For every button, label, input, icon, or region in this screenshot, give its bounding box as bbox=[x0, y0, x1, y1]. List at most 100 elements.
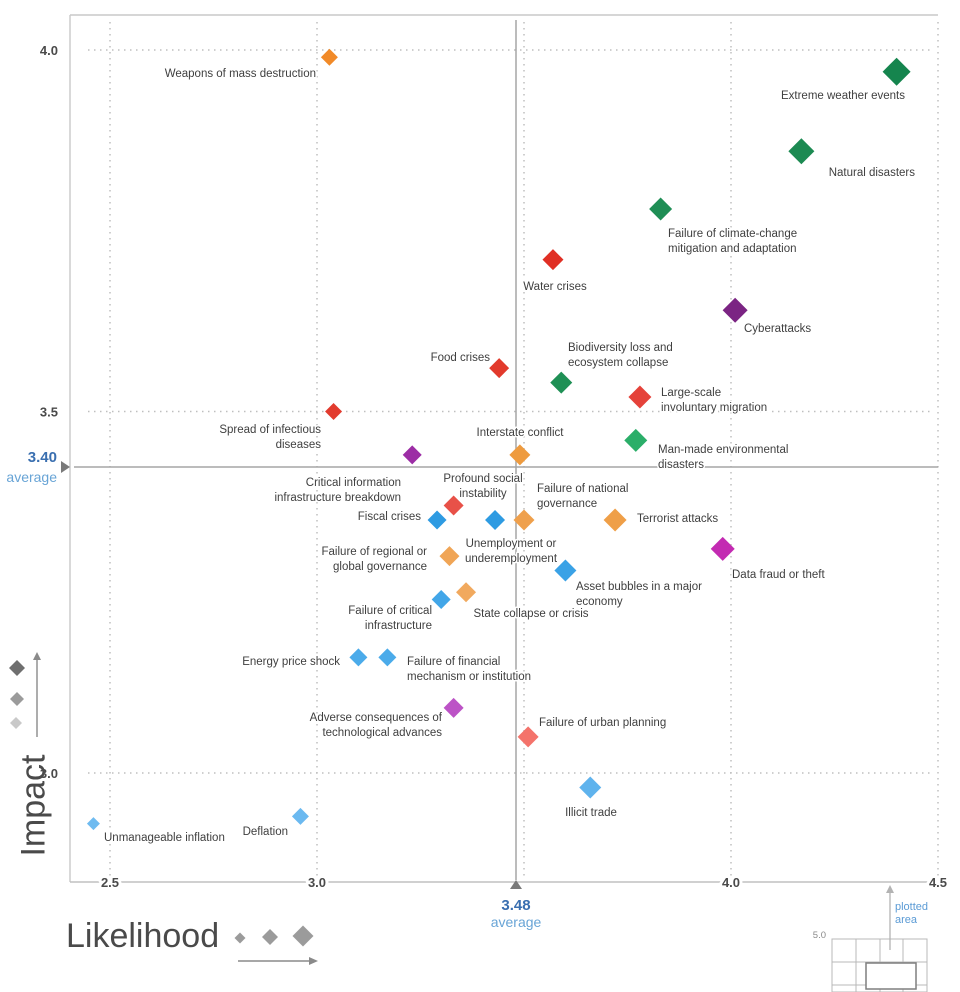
risk-diamond bbox=[628, 385, 652, 409]
y-tick-label: 4.0 bbox=[40, 43, 58, 58]
impact-average-label: average bbox=[6, 469, 57, 485]
risk-label: global governance bbox=[333, 561, 427, 573]
likelihood-legend-diamond-mid-icon bbox=[262, 929, 278, 945]
risk-label: Terrorist attacks bbox=[637, 513, 718, 525]
risk-diamond bbox=[320, 48, 338, 66]
risk-label: Natural disasters bbox=[829, 167, 916, 179]
minimap-plotted-area-rect bbox=[865, 962, 917, 990]
plot-border bbox=[69, 14, 948, 883]
risk-label: infrastructure breakdown bbox=[274, 492, 401, 504]
risk-label: disasters bbox=[658, 459, 704, 471]
up-arrow-icon bbox=[886, 885, 894, 893]
risk-label: technological advances bbox=[322, 727, 442, 739]
risk-label: Water crises bbox=[523, 281, 587, 293]
risk-diamond bbox=[603, 508, 627, 532]
risk-label: Illicit trade bbox=[565, 807, 617, 819]
risk-label: economy bbox=[576, 596, 623, 608]
likelihood-average-value: 3.48 bbox=[501, 897, 531, 914]
risk-label: State collapse or crisis bbox=[473, 608, 588, 620]
risk-label: instability bbox=[459, 488, 507, 500]
risk-diamond bbox=[456, 582, 477, 603]
risk-diamond bbox=[513, 509, 535, 531]
risk-diamond bbox=[325, 403, 343, 420]
y-tick-label: 3.0 bbox=[40, 766, 58, 781]
impact-legend-diamond-low-icon bbox=[10, 717, 22, 729]
risk-diamond bbox=[378, 648, 397, 667]
risk-diamond bbox=[509, 444, 531, 466]
risk-diamond bbox=[542, 249, 564, 271]
risk-label: Spread of infectious bbox=[219, 424, 321, 436]
likelihood-legend-diamond-large-icon bbox=[292, 925, 314, 947]
risk-labels: Weapons of mass destruction Extreme weath… bbox=[103, 67, 917, 846]
risk-diamond bbox=[291, 807, 309, 825]
risk-diamond bbox=[554, 559, 577, 582]
risk-label: underemployment bbox=[465, 553, 558, 565]
risk-label: Failure of financial bbox=[407, 656, 500, 668]
risk-label: Failure of regional or bbox=[322, 546, 428, 558]
risk-diamond bbox=[443, 495, 464, 516]
risk-label: Failure of urban planning bbox=[539, 717, 666, 729]
x-tick-label: 4.5 bbox=[929, 875, 947, 890]
likelihood-size-legend bbox=[234, 925, 318, 965]
risk-label: Food crises bbox=[431, 352, 491, 364]
risk-diamond bbox=[402, 445, 422, 465]
risk-label: Critical information bbox=[306, 477, 401, 489]
axis-tick-labels: 2.5 3.0 4.0 4.5 4.0 3.5 3.0 bbox=[37, 40, 950, 893]
y-tick-label: 3.5 bbox=[40, 405, 58, 420]
risk-label: diseases bbox=[276, 439, 322, 451]
risk-diamond bbox=[443, 697, 464, 718]
risk-diamond bbox=[624, 428, 648, 452]
risk-label: Interstate conflict bbox=[477, 427, 565, 439]
right-arrow-icon bbox=[309, 957, 318, 965]
x-tick-label: 4.0 bbox=[722, 875, 740, 890]
risk-label: Failure of climate-change bbox=[668, 228, 797, 240]
risk-diamond bbox=[882, 57, 911, 86]
risk-label: Man-made environmental bbox=[658, 444, 788, 456]
risk-diamond bbox=[349, 648, 368, 667]
risk-points bbox=[86, 48, 911, 831]
risk-diamond bbox=[550, 371, 573, 394]
average-marker-right-icon bbox=[61, 461, 70, 473]
risk-label: Data fraud or theft bbox=[732, 569, 825, 581]
likelihood-legend-diamond-small-icon bbox=[234, 932, 246, 944]
risk-label: infrastructure bbox=[365, 620, 432, 632]
risk-label: Energy price shock bbox=[242, 656, 340, 668]
risk-label: Fiscal crises bbox=[358, 511, 422, 523]
risk-label: Unmanageable inflation bbox=[104, 832, 225, 844]
y-axis-title: Impact bbox=[14, 754, 53, 857]
risk-diamond bbox=[788, 138, 815, 165]
risk-label: Extreme weather events bbox=[781, 90, 905, 102]
risk-label: mechanism or institution bbox=[407, 671, 531, 683]
risk-diamond bbox=[517, 726, 539, 748]
risk-label: Asset bubbles in a major bbox=[576, 581, 702, 593]
risk-diamond bbox=[431, 589, 451, 609]
x-tick-label: 3.0 bbox=[308, 875, 326, 890]
risk-label: Biodiversity loss and bbox=[568, 342, 673, 354]
risk-diamond bbox=[439, 546, 460, 567]
risk-diamond bbox=[86, 817, 100, 831]
likelihood-average-label: average bbox=[490, 914, 542, 930]
risk-label: Failure of critical bbox=[348, 605, 432, 617]
x-axis-title: Likelihood bbox=[66, 917, 220, 955]
risk-label: Deflation bbox=[243, 826, 288, 838]
risk-diamond bbox=[489, 358, 510, 379]
risk-diamond bbox=[427, 510, 447, 530]
up-arrow-icon bbox=[33, 652, 41, 660]
impact-legend-diamond-mid-icon bbox=[10, 692, 24, 706]
risk-diamond bbox=[710, 536, 735, 561]
risk-diamond bbox=[649, 197, 673, 221]
risk-label: Failure of national bbox=[537, 483, 628, 495]
average-marker-up-icon bbox=[510, 880, 522, 889]
x-tick-label: 2.5 bbox=[101, 875, 119, 890]
plotted-area-label: plotted area bbox=[895, 901, 929, 926]
risk-label: involuntary migration bbox=[661, 402, 767, 414]
impact-legend-diamond-high-icon bbox=[9, 660, 25, 676]
risk-diamond bbox=[722, 297, 748, 323]
minimap-scale-label: 5.0 bbox=[812, 930, 826, 941]
risk-diamond bbox=[485, 509, 506, 530]
impact-average-value: 3.40 bbox=[27, 449, 57, 466]
risk-label: Weapons of mass destruction bbox=[165, 68, 316, 80]
risk-label: governance bbox=[537, 498, 597, 510]
risk-label: Adverse consequences of bbox=[310, 712, 443, 724]
